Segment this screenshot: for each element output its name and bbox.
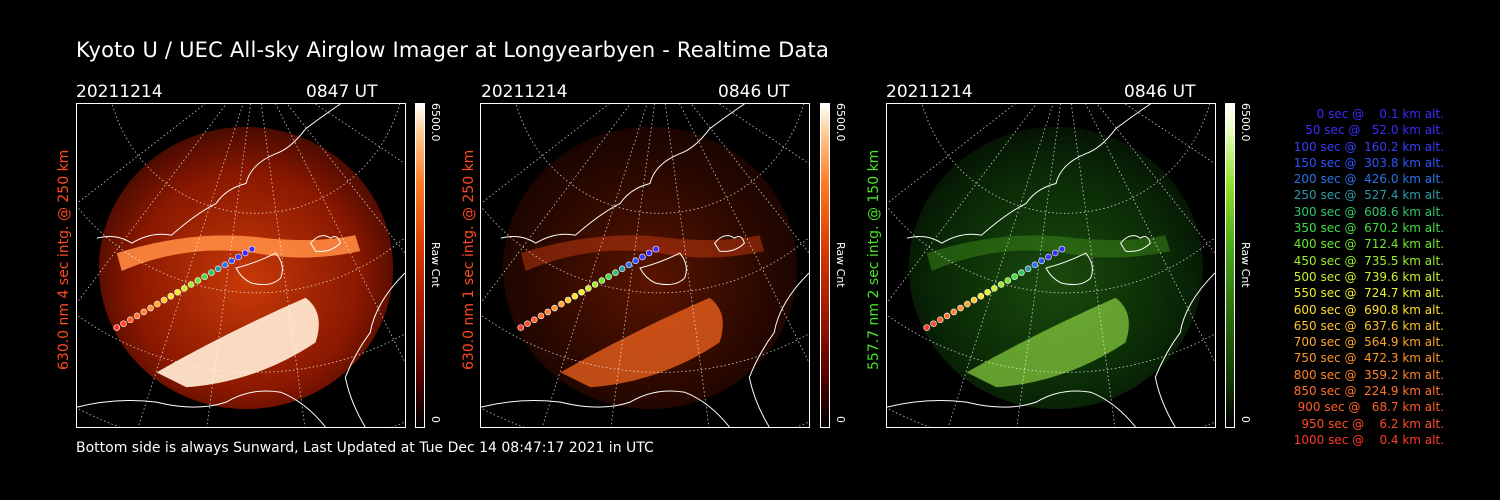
legend-row: 450 sec @ 735.5 km alt. <box>1289 253 1444 268</box>
panel-2-colorbar-unit: Raw Cnt <box>834 242 847 288</box>
panel-3-ylabel: 557.7 nm 2 sec intg. @ 150 km <box>866 149 882 370</box>
legend-row: 550 sec @ 724.7 km alt. <box>1289 286 1444 301</box>
panel-2-time: 0846 UT <box>718 82 790 102</box>
legend-row: 200 sec @ 426.0 km alt. <box>1289 172 1444 187</box>
panel-1-colorbar-max: 6500.0 <box>429 103 442 142</box>
legend-row: 800 sec @ 359.2 km alt. <box>1289 367 1444 382</box>
legend-row: 950 sec @ 6.2 km alt. <box>1297 416 1444 431</box>
legend-row: 50 sec @ 52.0 km alt. <box>1297 123 1444 138</box>
legend-row: 500 sec @ 739.6 km alt. <box>1289 269 1444 284</box>
panel-1-colorbar <box>415 103 425 428</box>
panel-1-colorbar-min: 0 <box>429 416 442 423</box>
legend-row: 1000 sec @ 0.4 km alt. <box>1293 432 1444 447</box>
panel-1-image <box>76 103 406 428</box>
page-title: Kyoto U / UEC All-sky Airglow Imager at … <box>76 38 830 62</box>
legend-row: 400 sec @ 712.4 km alt. <box>1289 237 1444 252</box>
legend-row: 300 sec @ 608.6 km alt. <box>1289 204 1444 219</box>
panel-1-ylabel: 630.0 nm 4 sec intg. @ 250 km <box>56 149 72 370</box>
panel-2-colorbar-max: 6500.0 <box>834 103 847 142</box>
legend-row: 650 sec @ 637.6 km alt. <box>1289 318 1444 333</box>
legend-row: 100 sec @ 160.2 km alt. <box>1289 139 1444 154</box>
panel-1-date: 20211214 <box>76 82 163 102</box>
panel-2-colorbar <box>820 103 830 428</box>
legend-row: 750 sec @ 472.3 km alt. <box>1289 351 1444 366</box>
footer-note: Bottom side is always Sunward, Last Upda… <box>76 440 654 456</box>
panel-3-date: 20211214 <box>886 82 973 102</box>
panel-3-colorbar <box>1225 103 1235 428</box>
legend-row: 250 sec @ 527.4 km alt. <box>1289 188 1444 203</box>
panel-1-colorbar-unit: Raw Cnt <box>429 242 442 288</box>
legend-row: 150 sec @ 303.8 km alt. <box>1289 155 1444 170</box>
legend-row: 900 sec @ 68.7 km alt. <box>1293 400 1444 415</box>
legend-row: 350 sec @ 670.2 km alt. <box>1289 221 1444 236</box>
panel-3-time: 0846 UT <box>1124 82 1196 102</box>
panel-2-ylabel: 630.0 nm 1 sec intg. @ 250 km <box>461 149 477 370</box>
trajectory-legend: 0 sec @ 0.1 km alt. 50 sec @ 52.0 km alt… <box>1204 106 1444 448</box>
legend-row: 600 sec @ 690.8 km alt. <box>1289 302 1444 317</box>
legend-row: 0 sec @ 0.1 km alt. <box>1305 107 1444 121</box>
panel-1-time: 0847 UT <box>306 82 378 102</box>
panel-2-image <box>480 103 810 428</box>
legend-row: 850 sec @ 224.9 km alt. <box>1289 384 1444 399</box>
panel-2-colorbar-min: 0 <box>834 416 847 423</box>
legend-row: 700 sec @ 564.9 km alt. <box>1289 335 1444 350</box>
panel-3-image <box>886 103 1216 428</box>
panel-2-date: 20211214 <box>481 82 568 102</box>
